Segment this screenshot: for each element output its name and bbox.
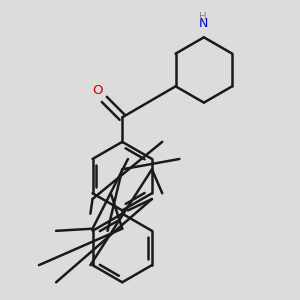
Text: H: H: [199, 12, 207, 22]
Text: N: N: [199, 17, 208, 30]
Text: O: O: [92, 84, 102, 97]
